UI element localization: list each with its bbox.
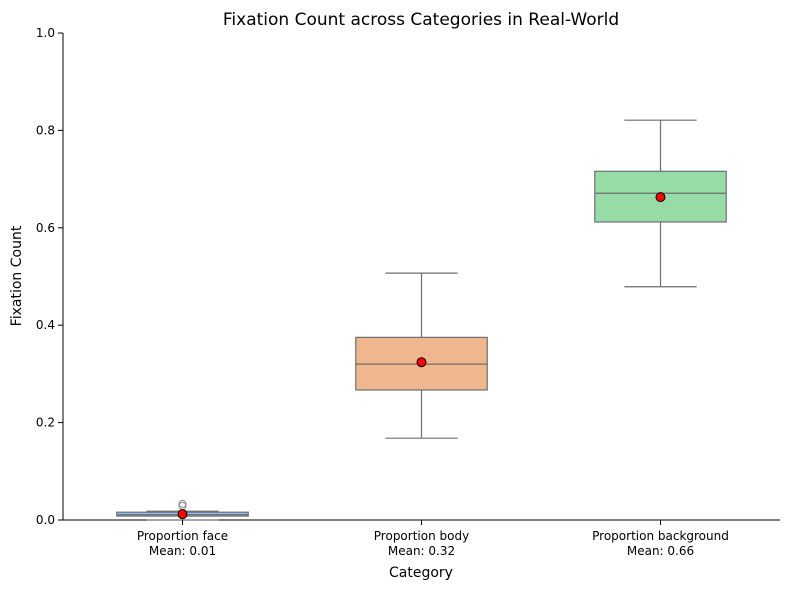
x-axis-label: Category	[389, 565, 453, 581]
box-group	[355, 272, 488, 439]
y-tick-label: 0.4	[36, 318, 55, 332]
mean-marker	[416, 357, 427, 368]
x-tick-sublabel: Mean: 0.32	[388, 544, 455, 558]
x-tick-label: Proportion face	[137, 529, 228, 543]
mean-marker	[177, 509, 188, 520]
x-tick-label: Proportion body	[374, 529, 469, 543]
x-tick-sublabel: Mean: 0.01	[149, 544, 216, 558]
chart-title: Fixation Count across Categories in Real…	[223, 10, 619, 30]
mean-marker	[655, 192, 666, 203]
x-tick-label: Proportion background	[592, 529, 729, 543]
y-tick-label: 1.0	[36, 26, 55, 40]
y-tick-label: 0.2	[36, 416, 55, 430]
y-tick-label: 0.8	[36, 123, 55, 137]
y-tick-label: 0.0	[36, 513, 55, 527]
y-ticks: 0.0 0.2 0.4 0.6 0.8 1.0	[36, 26, 63, 527]
box-group	[594, 119, 727, 288]
box-group	[116, 499, 249, 521]
y-axis-label: Fixation Count	[9, 225, 25, 326]
y-tick-label: 0.6	[36, 221, 55, 235]
boxes	[116, 119, 727, 521]
x-tick-sublabel: Mean: 0.66	[627, 544, 694, 558]
outlier-point	[178, 499, 187, 508]
